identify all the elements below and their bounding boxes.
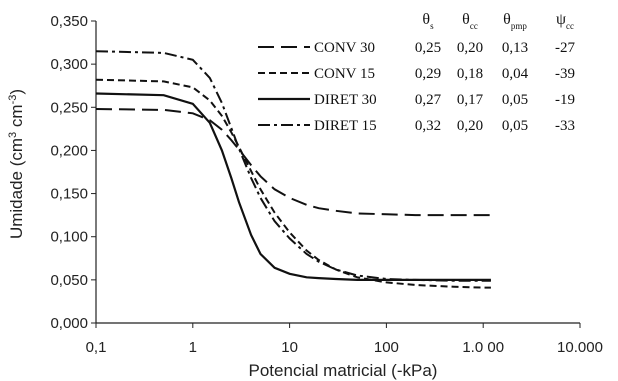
param-header: ψcc — [556, 11, 574, 31]
param-value: 0,29 — [415, 66, 441, 82]
param-value: 0,17 — [457, 92, 484, 108]
param-value: -33 — [555, 118, 575, 134]
param-header: θcc — [462, 11, 478, 31]
param-header: θpmp — [503, 11, 527, 31]
param-value: -19 — [555, 92, 575, 108]
param-header: θs — [422, 11, 434, 31]
parameter-table: θs θcc θpmp ψcc 0,25 0,20 0,13 -27 0,29 0,18 0,04 -… — [415, 11, 576, 134]
y-axis-ticks: 0,000 0,050 0,100 0,150 0,200 0,250 0,300 0,350 — [50, 13, 96, 332]
x-tick-label: 100 — [374, 339, 399, 356]
y-tick-label: 0,150 — [50, 186, 88, 203]
y-tick-label: 0,200 — [50, 142, 88, 159]
param-value: 0,18 — [457, 66, 483, 82]
x-axis-ticks: 0,1 1 10 100 1.0 00 10.000 — [86, 323, 603, 356]
x-tick-label: 1 — [189, 339, 197, 356]
param-value: 0,32 — [415, 118, 441, 134]
param-value: -39 — [555, 66, 575, 82]
x-axis-label: Potencial matricial (-kPa) — [249, 361, 438, 380]
x-tick-label: 1.0 00 — [462, 339, 504, 356]
param-value: 0,04 — [502, 66, 529, 82]
y-tick-label: 0,250 — [50, 99, 88, 116]
param-value: 0,25 — [415, 40, 441, 56]
series-lines — [95, 50, 491, 289]
series-line-diret-30 — [95, 92, 491, 281]
legend-label: DIRET 15 — [314, 118, 377, 134]
axes — [95, 21, 580, 324]
y-axis-label: Umidade (cm3 cm-3) — [7, 89, 26, 239]
legend-label: DIRET 30 — [314, 92, 377, 108]
param-value: 0,27 — [415, 92, 442, 108]
legend-label: CONV 15 — [314, 66, 375, 82]
x-tick-label: 10 — [281, 339, 298, 356]
param-value: 0,20 — [457, 118, 483, 134]
series-line-conv-30 — [95, 108, 491, 217]
y-tick-label: 0,000 — [50, 315, 88, 332]
legend: CONV 30 CONV 15 DIRET 30 DIRET 15 — [258, 40, 377, 134]
y-tick-label: 0,350 — [50, 13, 88, 30]
y-tick-label: 0,300 — [50, 56, 88, 73]
legend-label: CONV 30 — [314, 40, 375, 56]
param-value: 0,20 — [457, 40, 483, 56]
x-tick-label: 10.000 — [557, 339, 603, 356]
y-tick-label: 0,050 — [50, 272, 88, 289]
series-line-conv-15 — [95, 78, 491, 289]
param-value: 0,13 — [502, 40, 528, 56]
series-line-diret-15 — [95, 50, 491, 282]
x-tick-label: 0,1 — [86, 339, 107, 356]
param-value: 0,05 — [502, 92, 528, 108]
param-value: 0,05 — [502, 118, 528, 134]
param-value: -27 — [555, 40, 575, 56]
y-tick-label: 0,100 — [50, 229, 88, 246]
